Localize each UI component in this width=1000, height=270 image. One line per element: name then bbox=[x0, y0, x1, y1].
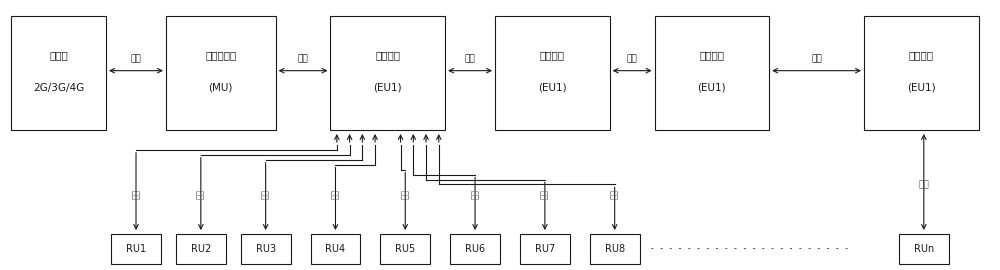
Text: 光纤: 光纤 bbox=[132, 189, 141, 199]
Text: RU1: RU1 bbox=[126, 244, 146, 254]
Text: RUn: RUn bbox=[914, 244, 934, 254]
Text: (EU1): (EU1) bbox=[698, 83, 726, 93]
Text: 光纤: 光纤 bbox=[627, 54, 638, 63]
Text: (EU1): (EU1) bbox=[538, 83, 567, 93]
Bar bbox=[864, 16, 979, 130]
Text: RU7: RU7 bbox=[535, 244, 555, 254]
Bar bbox=[450, 234, 500, 264]
Bar bbox=[590, 234, 640, 264]
Text: 光纤: 光纤 bbox=[918, 180, 929, 189]
Bar bbox=[111, 234, 161, 264]
Bar bbox=[176, 234, 226, 264]
Text: 光纤: 光纤 bbox=[811, 54, 822, 63]
Text: (EU1): (EU1) bbox=[907, 83, 936, 93]
Text: (EU1): (EU1) bbox=[374, 83, 402, 93]
Bar bbox=[11, 16, 106, 130]
Bar bbox=[520, 234, 570, 264]
Text: - - - - - - - - - - - - - - - - - - - - - -: - - - - - - - - - - - - - - - - - - - - … bbox=[650, 244, 849, 253]
Text: 光纤: 光纤 bbox=[465, 54, 475, 63]
Text: 馈线: 馈线 bbox=[131, 54, 141, 63]
Text: RU2: RU2 bbox=[191, 244, 211, 254]
Text: RU3: RU3 bbox=[256, 244, 276, 254]
Text: RU6: RU6 bbox=[465, 244, 485, 254]
Text: 光纤: 光纤 bbox=[540, 189, 549, 199]
Text: 光纤: 光纤 bbox=[298, 54, 308, 63]
Text: 扩展单元: 扩展单元 bbox=[540, 50, 565, 60]
Text: 光纤: 光纤 bbox=[471, 189, 480, 199]
Bar bbox=[241, 234, 291, 264]
Text: 扩展单元: 扩展单元 bbox=[909, 50, 934, 60]
Text: RU4: RU4 bbox=[325, 244, 346, 254]
Text: RU5: RU5 bbox=[395, 244, 415, 254]
Text: 主接入单元: 主接入单元 bbox=[205, 50, 236, 60]
Text: RU8: RU8 bbox=[605, 244, 625, 254]
Text: 光纤: 光纤 bbox=[261, 189, 270, 199]
Text: 信号源: 信号源 bbox=[49, 50, 68, 60]
Text: 光纤: 光纤 bbox=[401, 189, 410, 199]
Text: 光纤: 光纤 bbox=[196, 189, 205, 199]
Bar bbox=[899, 234, 949, 264]
Text: 扩展单元: 扩展单元 bbox=[375, 50, 400, 60]
Bar bbox=[166, 16, 276, 130]
Bar bbox=[495, 16, 610, 130]
Text: (ΜU): (ΜU) bbox=[209, 83, 233, 93]
Bar bbox=[380, 234, 430, 264]
Bar bbox=[311, 234, 360, 264]
Text: 光纤: 光纤 bbox=[331, 189, 340, 199]
Bar bbox=[330, 16, 445, 130]
Text: 扩展单元: 扩展单元 bbox=[699, 50, 724, 60]
Text: 光纤: 光纤 bbox=[610, 189, 619, 199]
Text: 2G/3G/4G: 2G/3G/4G bbox=[33, 83, 84, 93]
Bar bbox=[655, 16, 769, 130]
